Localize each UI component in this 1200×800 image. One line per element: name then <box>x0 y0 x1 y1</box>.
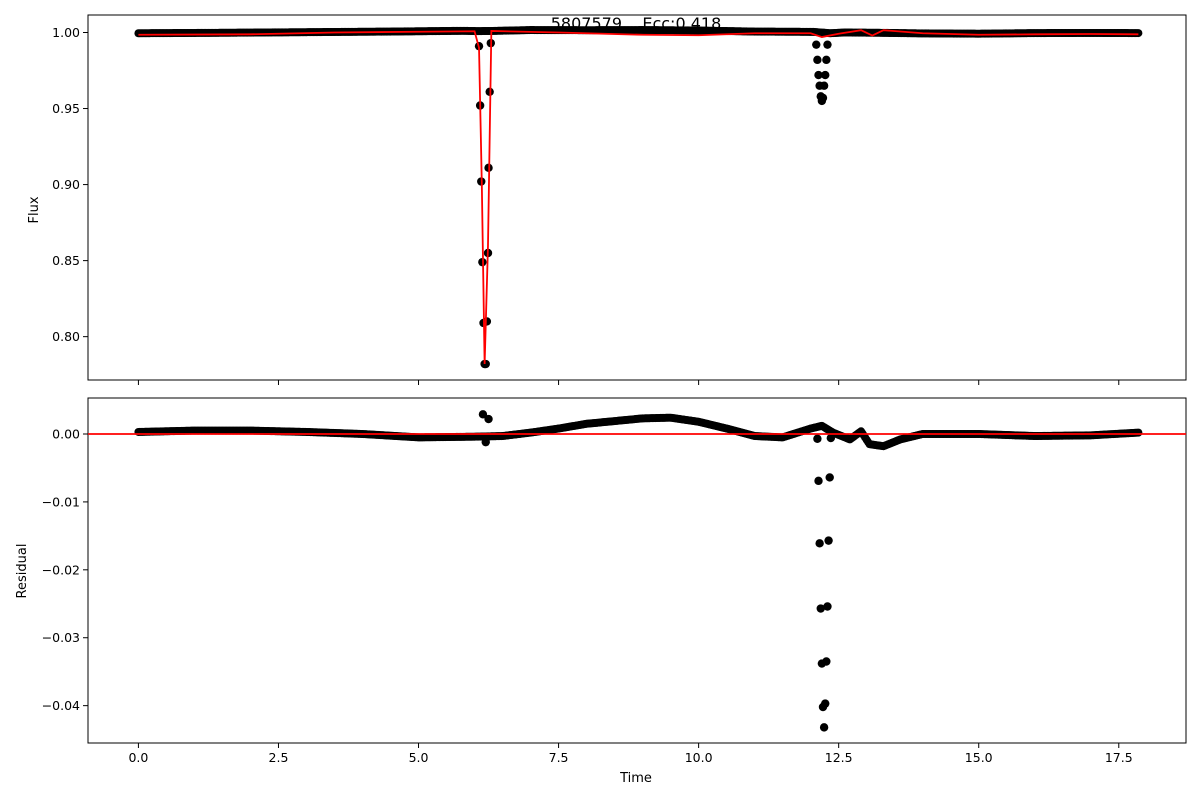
data-point <box>818 93 828 103</box>
flux-panel: 0.80 0.85 0.90 0.95 1.00 Flux <box>27 14 1187 385</box>
y-tick-label: 0.80 <box>52 329 80 344</box>
data-point <box>814 70 823 80</box>
data-point <box>1134 428 1143 437</box>
y-tick-label: 0.95 <box>52 101 80 116</box>
residual-axis-ticks: 0.0 2.5 5.0 7.5 10.0 12.5 15.0 17.5 −0.04 −0.03 −0… <box>42 426 1133 765</box>
data-point <box>825 473 834 482</box>
data-point <box>821 699 830 708</box>
model-line <box>138 29 1139 365</box>
y-tick-label: 0.90 <box>52 177 80 192</box>
flux-ylabel: Flux <box>27 196 42 223</box>
residual-panel: 0.0 2.5 5.0 7.5 10.0 12.5 15.0 17.5 −0.04 −0.03 −0… <box>15 397 1187 786</box>
residual-plot-frame <box>87 397 1187 744</box>
data-point <box>481 437 490 447</box>
flux-axis-ticks: 0.80 0.85 0.90 0.95 1.00 <box>52 25 1120 385</box>
data-point <box>824 536 833 545</box>
x-tick-label: 10.0 <box>685 750 713 765</box>
y-tick-label: −0.03 <box>42 630 80 645</box>
data-point <box>819 81 829 90</box>
flux-data <box>134 26 1143 369</box>
x-tick-label: 17.5 <box>1105 750 1133 765</box>
x-tick-label: 12.5 <box>825 750 853 765</box>
y-tick-label: −0.04 <box>42 698 80 713</box>
data-point <box>814 476 823 486</box>
data-point <box>813 55 822 65</box>
data-point <box>822 657 831 666</box>
data-point <box>822 55 831 65</box>
data-point <box>821 70 830 80</box>
data-point <box>816 604 825 613</box>
flux-plot-frame <box>87 14 1187 381</box>
data-point <box>1134 29 1143 38</box>
y-tick-label: 0.00 <box>52 426 80 441</box>
data-point <box>484 414 493 424</box>
data-point <box>815 539 824 548</box>
x-tick-label: 7.5 <box>549 750 569 765</box>
data-point <box>826 433 836 443</box>
x-tick-label: 5.0 <box>409 750 429 765</box>
data-point <box>823 40 832 49</box>
residual-data <box>88 410 1186 732</box>
x-tick-label: 0.0 <box>128 750 148 765</box>
time-xlabel: Time <box>619 771 652 786</box>
data-point <box>478 410 488 419</box>
data-point <box>819 723 829 732</box>
y-tick-label: −0.01 <box>42 494 80 509</box>
y-tick-label: −0.02 <box>42 562 80 577</box>
data-point <box>813 434 822 443</box>
y-tick-label: 1.00 <box>52 25 80 40</box>
x-tick-label: 2.5 <box>269 750 289 765</box>
data-point <box>812 40 821 49</box>
x-tick-label: 15.0 <box>965 750 993 765</box>
data-point <box>481 359 490 369</box>
residual-ylabel: Residual <box>15 544 30 599</box>
y-tick-label: 0.85 <box>52 253 80 268</box>
data-point <box>823 602 832 611</box>
